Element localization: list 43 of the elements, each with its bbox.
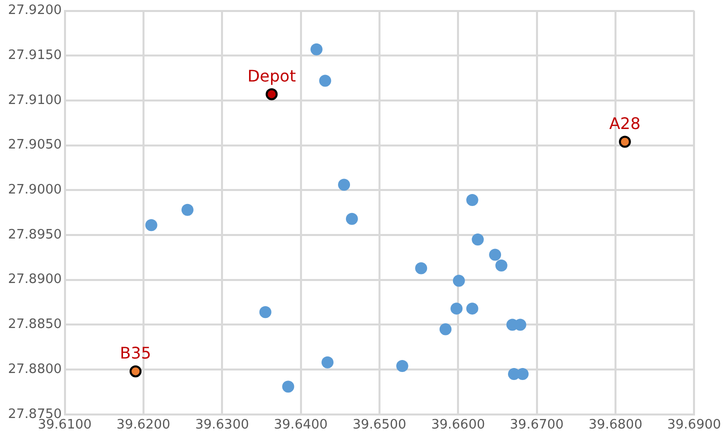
x-tick-label: 39.6900: [667, 418, 722, 433]
point: [618, 136, 631, 148]
y-tick-label: 27.9150: [8, 48, 62, 64]
point: [346, 212, 358, 225]
point: [440, 323, 452, 336]
point: [472, 234, 484, 246]
point: [145, 219, 158, 232]
annotation: B35: [120, 344, 152, 363]
x-tick-label: 39.6300: [195, 418, 249, 433]
point: [322, 356, 334, 368]
point: [466, 302, 478, 315]
point: [516, 368, 529, 380]
y-tick-label: 27.9200: [8, 3, 62, 18]
y-tick-label: 27.9050: [8, 138, 62, 153]
point: [319, 74, 332, 87]
point: [452, 274, 465, 287]
point: [259, 306, 272, 318]
point: [450, 302, 463, 315]
point: [396, 360, 408, 372]
annotation: A28: [609, 114, 641, 133]
y-tick-label: 27.8900: [8, 272, 62, 288]
point: [466, 194, 478, 206]
point: [489, 248, 502, 261]
x-tick-label: 39.6200: [116, 418, 170, 433]
point: [415, 262, 428, 274]
y-tick-label: 27.9100: [8, 92, 62, 108]
y-tick-label: 27.9000: [8, 182, 62, 198]
point: [282, 380, 294, 393]
x-tick-label: 39.6600: [431, 418, 485, 433]
point: [495, 260, 508, 272]
x-tick-label: 39.6500: [352, 418, 406, 433]
point: [266, 88, 278, 100]
point: [181, 204, 194, 216]
x-tick-label: 39.6400: [274, 418, 328, 433]
y-tick-label: 27.8950: [8, 227, 62, 242]
annotation: Depot: [247, 66, 296, 86]
x-tick-label: 39.6800: [588, 418, 642, 433]
point: [338, 178, 350, 191]
y-tick-label: 27.8800: [8, 362, 62, 377]
point: [130, 365, 142, 378]
x-tick-label: 39.6700: [510, 418, 564, 433]
y-tick-label: 27.8850: [8, 317, 62, 332]
point: [310, 43, 323, 56]
